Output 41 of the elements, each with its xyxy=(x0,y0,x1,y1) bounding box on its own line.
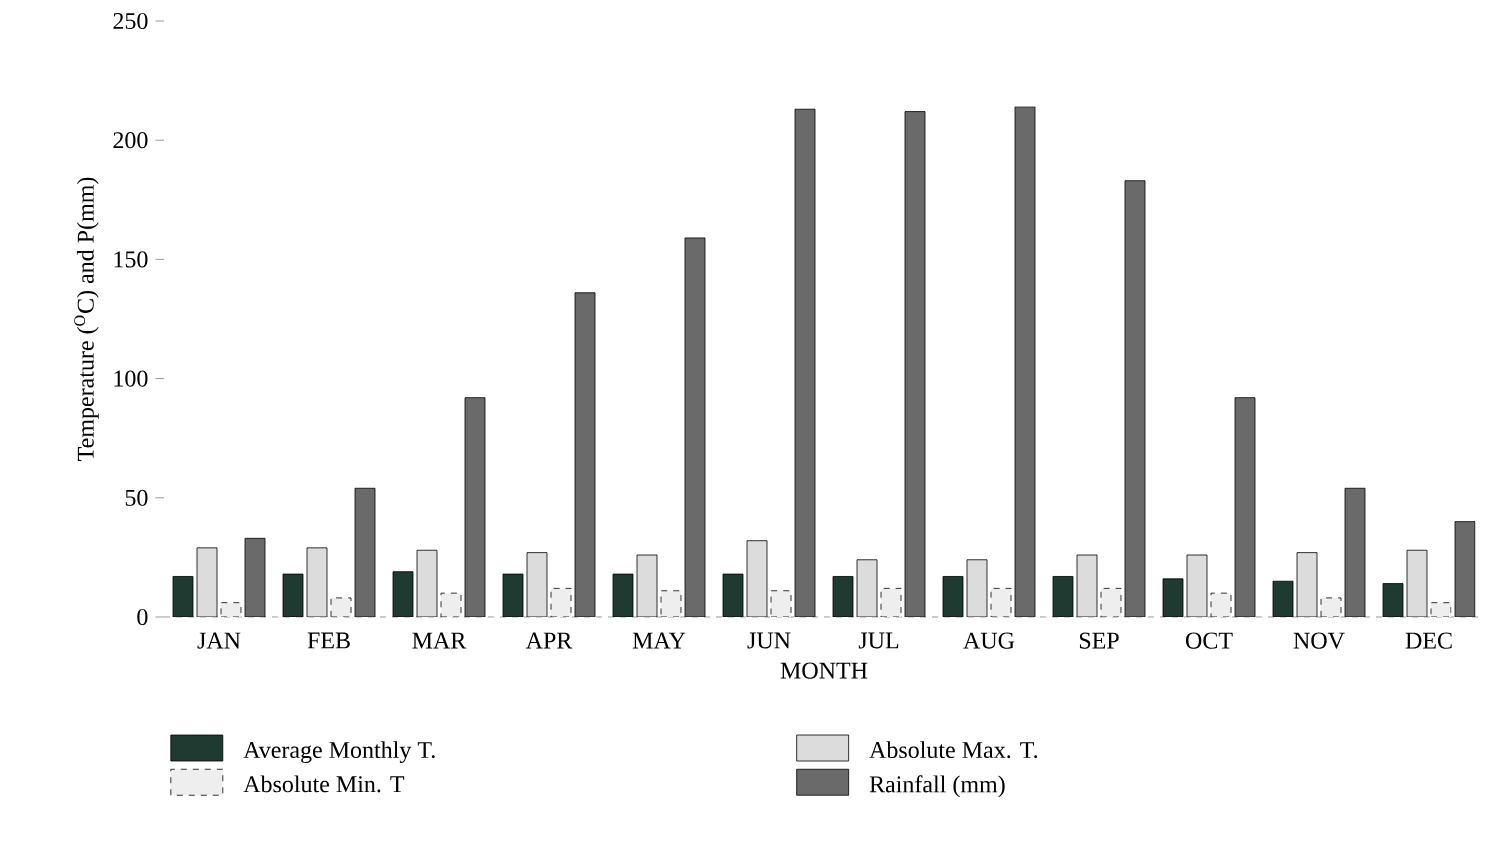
y-tick-label: 0 xyxy=(137,608,148,626)
bar xyxy=(1430,602,1452,617)
x-tick-label: JUN xyxy=(747,632,791,649)
x-tick-label: NOV xyxy=(1293,632,1345,649)
legend-label: Absolute Min. T xyxy=(243,775,405,793)
bar xyxy=(1100,587,1122,617)
x-tick-label: OCT xyxy=(1185,632,1233,649)
y-axis-title: Temperature ($^{O}$C) and P(mm) xyxy=(74,177,99,461)
bar xyxy=(220,602,242,617)
x-tick-label: JAN xyxy=(197,632,241,649)
bar xyxy=(330,597,352,617)
y-tick-label: 100 xyxy=(114,370,148,387)
bar xyxy=(440,592,462,617)
y-tick-label: 250 xyxy=(113,12,148,30)
bar xyxy=(990,587,1012,617)
x-tick-label: APR xyxy=(525,632,573,649)
bar xyxy=(880,587,902,617)
y-tick-label: 200 xyxy=(113,132,148,149)
legend-label: Average Monthly T. xyxy=(243,741,435,764)
bar xyxy=(574,292,596,617)
bar xyxy=(550,587,572,617)
bar xyxy=(1124,180,1146,617)
x-tick-label: AUG xyxy=(963,632,1015,649)
bar xyxy=(1320,597,1342,617)
x-tick-label: FEB xyxy=(307,632,350,649)
x-axis-title: MONTH xyxy=(780,662,868,679)
bar xyxy=(770,590,792,617)
bar xyxy=(794,108,816,617)
y-tick-label: 150 xyxy=(114,251,148,268)
x-tick-label: SEP xyxy=(1079,632,1119,649)
x-tick-label: JUL xyxy=(858,632,899,649)
y-tick-label: 50 xyxy=(125,489,148,506)
bar xyxy=(904,111,926,617)
x-tick-label: MAY xyxy=(632,632,686,649)
bar xyxy=(660,590,682,617)
legend-label: Rainfall (mm) xyxy=(869,775,1005,798)
bar xyxy=(1014,106,1036,617)
x-tick-label: DEC xyxy=(1405,632,1452,649)
bar xyxy=(1210,592,1232,617)
x-tick-label: MAR xyxy=(412,632,467,649)
legend-label: Absolute Max. T. xyxy=(869,741,1038,759)
